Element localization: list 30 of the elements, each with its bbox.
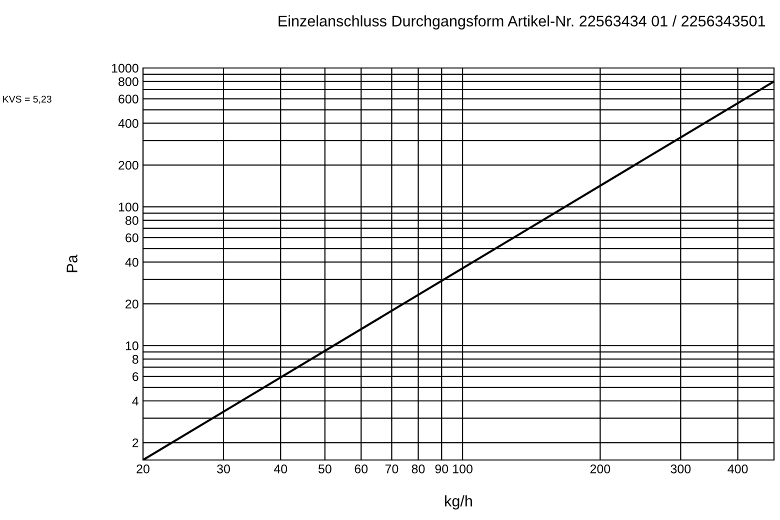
y-tick-label: 1000 bbox=[112, 64, 138, 73]
x-tick-label: 300 bbox=[670, 464, 691, 474]
x-tick-label: 30 bbox=[217, 464, 230, 474]
x-tick-label: 400 bbox=[728, 464, 748, 474]
x-axis-title: kg/h bbox=[445, 495, 472, 510]
y-tick-label: 10 bbox=[126, 341, 138, 350]
x-tick-label: 40 bbox=[274, 464, 288, 474]
x-tick-label: 100 bbox=[453, 464, 472, 474]
y-tick-label: 6 bbox=[132, 372, 138, 382]
y-tick-label: 100 bbox=[118, 202, 138, 212]
x-tick-label: 90 bbox=[435, 464, 448, 474]
y-tick-label: 80 bbox=[125, 216, 138, 225]
text: KVS = 5,23 bbox=[3, 96, 52, 104]
x-tick-label: 200 bbox=[590, 464, 610, 474]
y-tick-label: 4 bbox=[132, 396, 138, 406]
x-tick-label: 70 bbox=[385, 464, 398, 474]
y-tick-label: 60 bbox=[126, 233, 138, 242]
x-tick-label: 80 bbox=[412, 464, 425, 474]
y-tick-label: 800 bbox=[118, 77, 138, 86]
chart-title: Einzelanschluss Durchgangsform Artikel-Nr. 22563434 01 / 2256343501 bbox=[278, 15, 766, 30]
y-tick-label: 2 bbox=[132, 438, 138, 448]
y-tick-label: 40 bbox=[125, 258, 138, 267]
y-tick-label: 400 bbox=[118, 119, 138, 128]
y-axis-title: Pa bbox=[66, 254, 78, 272]
y-tick-label: 8 bbox=[132, 354, 138, 364]
y-tick-label: 600 bbox=[118, 94, 138, 104]
y-tick-label: 200 bbox=[118, 160, 138, 170]
x-tick-label: 50 bbox=[318, 464, 332, 474]
y-tick-label: 20 bbox=[126, 300, 138, 308]
x-tick-label: 60 bbox=[354, 464, 368, 474]
